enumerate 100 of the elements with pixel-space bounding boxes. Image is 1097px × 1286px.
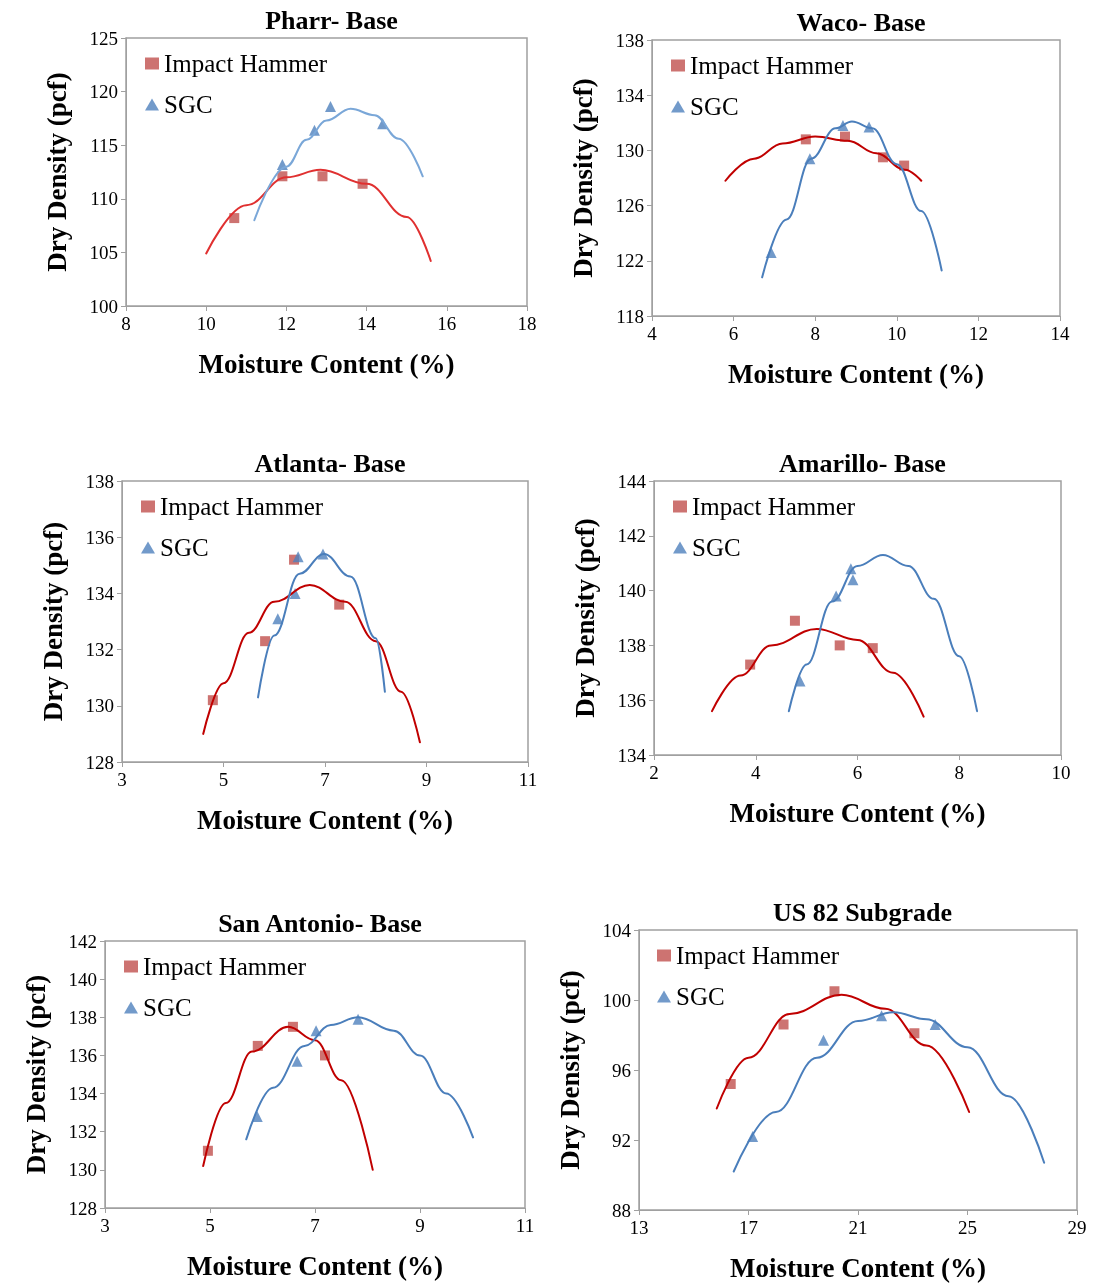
y-tick-label: 136 bbox=[85, 526, 114, 548]
x-tick-label: 5 bbox=[218, 769, 229, 790]
x-tick-label: 10 bbox=[196, 313, 216, 334]
y-axis-title: Dry Density (pcf) bbox=[567, 78, 598, 278]
x-tick-label: 4 bbox=[751, 762, 761, 783]
x-tick-label: 3 bbox=[117, 769, 127, 790]
y-tick-label: 140 bbox=[617, 580, 646, 602]
x-tick-label: 7 bbox=[310, 1215, 320, 1236]
x-tick-label: 11 bbox=[518, 769, 538, 790]
x-tick-label: 6 bbox=[852, 762, 863, 783]
y-axis-title: Dry Density (pcf) bbox=[554, 970, 585, 1170]
x-tick-label: 14 bbox=[1050, 323, 1070, 344]
y-tick-label: 134 bbox=[68, 1083, 98, 1105]
line-series bbox=[202, 583, 421, 744]
y-tick-label: 88 bbox=[612, 1199, 631, 1221]
x-tick-label: 18 bbox=[517, 313, 537, 334]
x-tick-label: 8 bbox=[954, 762, 964, 783]
y-tick-label: 120 bbox=[89, 81, 118, 103]
x-tick-label: 8 bbox=[121, 313, 131, 334]
y-tick-label: 122 bbox=[615, 250, 644, 272]
point bbox=[847, 574, 859, 586]
y-tick-label: 118 bbox=[616, 305, 644, 327]
y-tick-label: 138 bbox=[85, 470, 114, 492]
y-axis-title: Dry Density (pcf) bbox=[41, 72, 72, 272]
line-series bbox=[761, 120, 943, 279]
y-tick-label: 125 bbox=[89, 27, 118, 49]
point bbox=[834, 640, 845, 651]
line-series bbox=[245, 1016, 475, 1141]
point bbox=[778, 1019, 789, 1030]
y-axis-title: Dry Density (pcf) bbox=[569, 518, 600, 718]
legend-label: Impact Hammer bbox=[692, 493, 856, 520]
legend-label: Impact Hammer bbox=[690, 52, 854, 79]
x-tick-label: 9 bbox=[421, 769, 432, 790]
y-tick-label: 126 bbox=[615, 195, 644, 217]
y-tick-label: 142 bbox=[617, 525, 646, 547]
point bbox=[818, 1034, 830, 1046]
chart-title: US 82 Subgrade bbox=[772, 897, 953, 927]
x-tick-label: 10 bbox=[1051, 762, 1071, 783]
x-tick-label: 7 bbox=[320, 769, 330, 790]
y-tick-label: 144 bbox=[617, 470, 647, 492]
x-tick-label: 5 bbox=[205, 1215, 215, 1236]
chart-title: Waco- Base bbox=[796, 7, 926, 37]
y-tick-label: 134 bbox=[617, 744, 647, 766]
x-tick-label: 14 bbox=[357, 313, 377, 334]
line-series bbox=[711, 627, 925, 718]
y-tick-label: 92 bbox=[612, 1129, 631, 1151]
y-tick-label: 110 bbox=[90, 188, 118, 210]
x-tick-label: 29 bbox=[1067, 1217, 1087, 1238]
y-tick-label: 130 bbox=[615, 139, 644, 161]
x-axis-title: Moisture Content (%) bbox=[728, 358, 984, 389]
point bbox=[291, 1055, 303, 1067]
x-tick-label: 10 bbox=[887, 323, 907, 344]
chart-title: Pharr- Base bbox=[265, 5, 398, 35]
point bbox=[317, 171, 328, 182]
x-tick-label: 25 bbox=[958, 1217, 977, 1238]
y-tick-label: 104 bbox=[602, 919, 632, 941]
x-axis-title: Moisture Content (%) bbox=[198, 348, 455, 379]
legend-label: SGC bbox=[143, 994, 192, 1021]
line-series bbox=[787, 553, 979, 713]
point bbox=[789, 615, 800, 626]
y-tick-label: 128 bbox=[68, 1197, 97, 1219]
y-tick-label: 140 bbox=[68, 968, 97, 990]
legend-label: Impact Hammer bbox=[160, 493, 324, 520]
y-tick-label: 132 bbox=[68, 1121, 97, 1143]
legend-label: SGC bbox=[676, 983, 725, 1010]
line-series bbox=[253, 107, 424, 222]
legend-label: SGC bbox=[160, 534, 209, 561]
y-tick-label: 100 bbox=[89, 295, 118, 317]
x-tick-label: 2 bbox=[649, 762, 659, 783]
x-axis-title: Moisture Content (%) bbox=[730, 1252, 986, 1283]
y-tick-label: 100 bbox=[602, 989, 631, 1011]
chart-title: Atlanta- Base bbox=[254, 448, 406, 478]
x-tick-label: 4 bbox=[647, 323, 658, 344]
point bbox=[292, 551, 304, 563]
legend-label: SGC bbox=[690, 93, 739, 120]
x-tick-label: 9 bbox=[415, 1215, 425, 1236]
y-tick-label: 105 bbox=[89, 241, 118, 263]
chart-title: San Antonio- Base bbox=[218, 908, 422, 938]
y-tick-label: 132 bbox=[85, 639, 114, 661]
y-axis-title: Dry Density (pcf) bbox=[20, 974, 51, 1175]
legend-label: Impact Hammer bbox=[164, 50, 328, 77]
x-axis-title: Moisture Content (%) bbox=[729, 797, 986, 828]
legend-label: SGC bbox=[164, 91, 213, 118]
y-tick-label: 134 bbox=[615, 84, 645, 106]
x-tick-label: 12 bbox=[968, 323, 988, 344]
chart-title: Amarillo- Base bbox=[779, 448, 946, 478]
y-tick-label: 138 bbox=[617, 634, 646, 656]
line-series bbox=[205, 168, 432, 262]
point bbox=[260, 636, 271, 647]
point bbox=[325, 101, 337, 113]
y-tick-label: 136 bbox=[617, 689, 646, 711]
x-tick-label: 16 bbox=[437, 313, 457, 334]
y-tick-label: 138 bbox=[68, 1006, 97, 1028]
x-tick-label: 17 bbox=[739, 1217, 758, 1238]
legend-label: SGC bbox=[692, 534, 741, 561]
y-tick-label: 96 bbox=[612, 1059, 631, 1081]
legend-label: Impact Hammer bbox=[143, 953, 307, 980]
x-tick-label: 6 bbox=[728, 323, 739, 344]
line-series bbox=[732, 1011, 1046, 1173]
y-tick-label: 136 bbox=[68, 1044, 97, 1066]
